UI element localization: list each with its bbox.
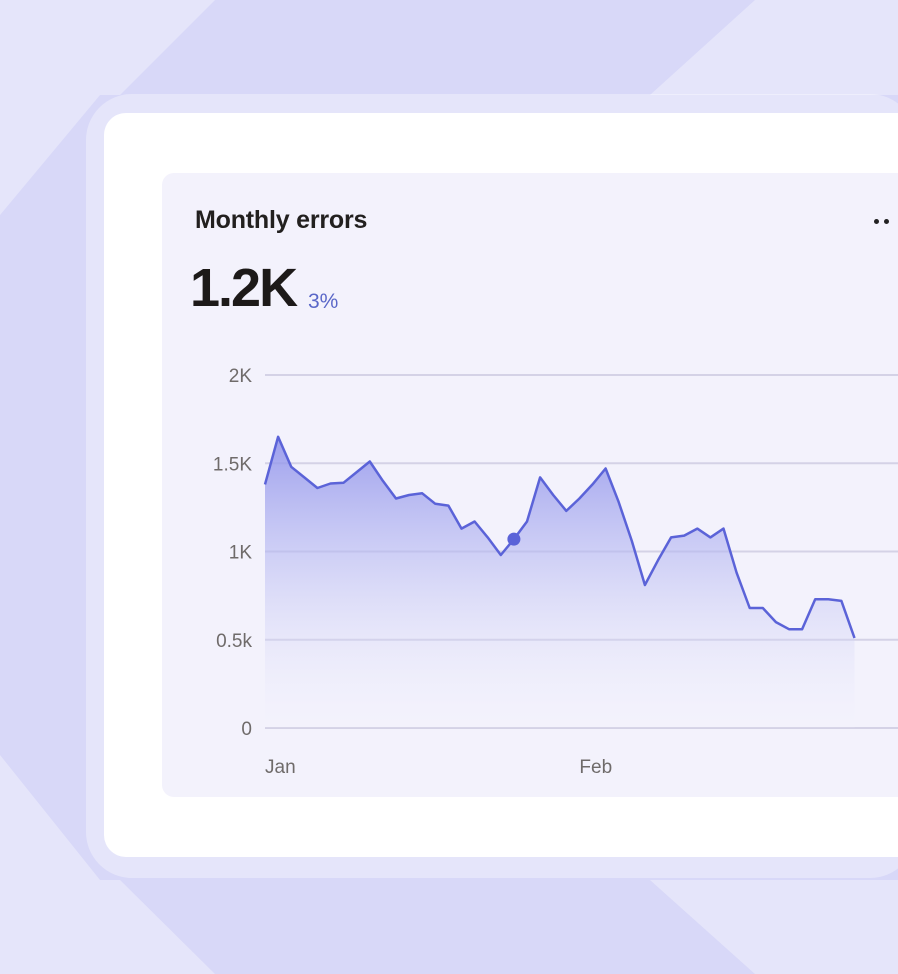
y-tick-label: 1.5K [213, 454, 252, 475]
x-tick-label: Feb [579, 757, 612, 778]
y-tick-label: 2K [229, 366, 253, 387]
widget-title: Monthly errors [195, 206, 368, 234]
dot [874, 218, 879, 224]
y-tick-label: 1K [229, 543, 253, 564]
y-axis: 0 0.5k 1K 1.5K 2K [213, 366, 253, 740]
series-area [265, 436, 855, 728]
area-series [263, 435, 856, 728]
x-axis: JanFebAp [265, 757, 612, 778]
x-tick-label: Jan [265, 757, 296, 778]
highlight-point[interactable] [507, 532, 521, 546]
series-line [263, 435, 856, 639]
y-tick-label: 0 [241, 719, 252, 740]
more-horizontal-icon[interactable] [874, 217, 898, 225]
y-tick-label: 0.5k [216, 631, 252, 652]
metric-change: 3% [308, 290, 339, 313]
dot [884, 218, 889, 224]
metric-value: 1.2K [190, 258, 298, 318]
